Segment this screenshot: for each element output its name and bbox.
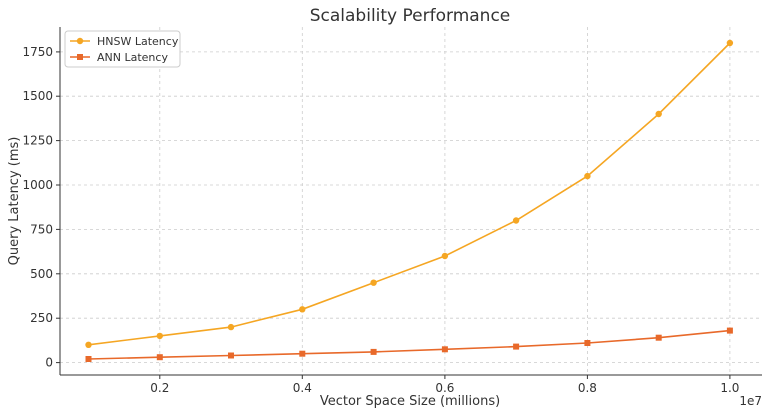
data-point — [584, 340, 591, 346]
series-line — [88, 329, 730, 360]
x-tick-label: 0.2 — [150, 381, 169, 395]
y-tick-label: 500 — [30, 267, 53, 281]
x-tick-label: 0.8 — [578, 381, 597, 395]
chart-title: Scalability Performance — [310, 6, 511, 26]
data-point — [227, 323, 235, 331]
y-tick-label: 1500 — [22, 89, 53, 103]
grid — [60, 27, 762, 375]
x-axis-label: Vector Space Size (millions) — [320, 394, 500, 409]
data-point — [228, 352, 234, 359]
x-offset-label: 1e7 — [739, 394, 762, 408]
y-tick-label: 250 — [30, 311, 53, 325]
y-axis-label: Query Latency (ms) — [7, 137, 22, 266]
legend-box — [64, 30, 181, 68]
series-2 — [85, 327, 733, 362]
data-point — [156, 332, 163, 340]
data-point — [370, 348, 377, 355]
data-point — [512, 217, 520, 224]
data-point — [584, 172, 591, 180]
ticks: 0.2 0.4 0.6 0.8 1.0 0 250 500 750 1000 1250 1500 175… — [22, 45, 739, 395]
series-group — [85, 39, 734, 362]
data-point — [726, 39, 734, 47]
data-point — [726, 327, 733, 334]
legend: HNSW Latency ANN Latency — [64, 30, 181, 68]
legend-marker — [76, 37, 84, 45]
data-point — [299, 350, 306, 357]
legend-label: HNSW Latency — [97, 35, 179, 48]
axes-frame — [59, 27, 762, 376]
legend-item: ANN Latency — [70, 51, 168, 64]
x-tick-label: 1.0 — [720, 381, 739, 395]
y-tick-label: 0 — [45, 356, 53, 370]
series-1 — [85, 39, 734, 348]
data-point — [85, 356, 92, 362]
data-point — [655, 110, 662, 118]
x-tick-label: 0.4 — [293, 381, 312, 395]
data-point — [299, 306, 306, 313]
y-tick-label: 750 — [30, 222, 53, 236]
legend-marker — [77, 54, 83, 60]
legend-label: ANN Latency — [97, 51, 168, 64]
data-point — [441, 252, 449, 260]
data-point — [441, 346, 448, 353]
series-line — [88, 42, 731, 346]
legend-item: HNSW Latency — [70, 35, 179, 48]
data-point — [370, 279, 377, 286]
y-tick-label: 1750 — [22, 45, 53, 59]
x-tick-label: 0.6 — [435, 381, 454, 395]
y-tick-label: 1000 — [22, 178, 53, 192]
data-point — [513, 343, 520, 350]
data-point — [156, 354, 163, 361]
data-point — [85, 341, 92, 348]
y-tick-label: 1250 — [22, 134, 53, 148]
data-point — [655, 334, 662, 341]
